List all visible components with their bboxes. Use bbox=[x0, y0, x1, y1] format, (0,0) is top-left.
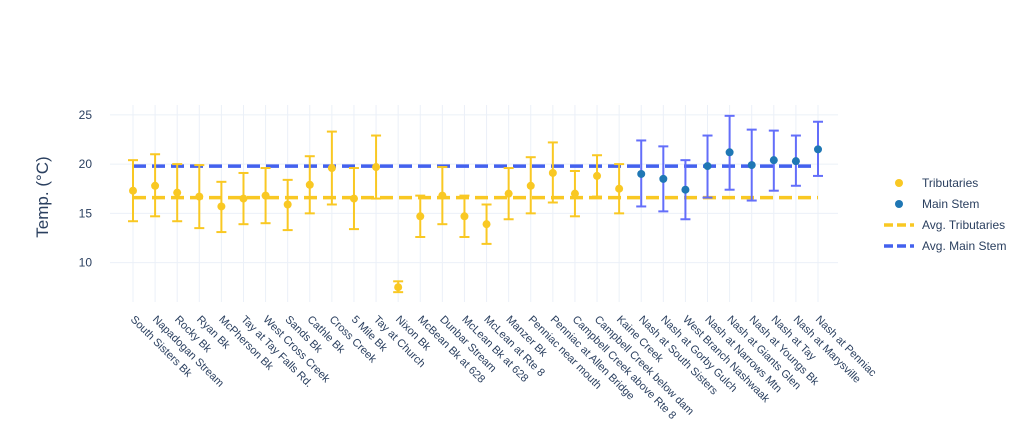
data-point[interactable] bbox=[593, 171, 602, 180]
legend-marker bbox=[895, 179, 903, 187]
data-point[interactable] bbox=[791, 157, 800, 166]
data-point[interactable] bbox=[217, 202, 226, 211]
legend-item-avg-main-stem[interactable]: Avg. Main Stem bbox=[884, 239, 1006, 253]
legend-item-main-stem[interactable]: Main Stem bbox=[895, 197, 979, 211]
data-point[interactable] bbox=[615, 184, 624, 193]
data-point[interactable] bbox=[747, 161, 756, 170]
data-point[interactable] bbox=[814, 145, 822, 154]
data-point[interactable] bbox=[769, 156, 778, 165]
data-point[interactable] bbox=[659, 174, 668, 183]
legend-item-avg-tributaries[interactable]: Avg. Tributaries bbox=[884, 218, 1005, 232]
legend-label: Avg. Tributaries bbox=[922, 218, 1005, 232]
series-tributaries bbox=[128, 130, 625, 294]
data-point[interactable] bbox=[394, 283, 403, 292]
data-point[interactable] bbox=[548, 168, 557, 177]
data-point[interactable] bbox=[504, 189, 513, 198]
data-point[interactable] bbox=[283, 200, 292, 209]
y-axis-title: Temp. (°C) bbox=[33, 156, 52, 237]
legend-marker bbox=[895, 200, 903, 208]
data-point[interactable] bbox=[173, 188, 182, 197]
series-main-stem bbox=[636, 114, 823, 221]
data-point[interactable] bbox=[438, 191, 447, 200]
data-point[interactable] bbox=[725, 148, 734, 157]
legend-item-tributaries[interactable]: Tributaries bbox=[895, 176, 978, 190]
legend-label: Avg. Main Stem bbox=[922, 239, 1006, 253]
y-tick-label: 20 bbox=[79, 157, 93, 171]
y-tick-label: 15 bbox=[79, 206, 93, 220]
reference-lines bbox=[133, 164, 818, 200]
series bbox=[128, 114, 823, 294]
data-point[interactable] bbox=[129, 186, 137, 195]
data-point[interactable] bbox=[703, 162, 712, 171]
data-point[interactable] bbox=[482, 220, 491, 229]
data-point[interactable] bbox=[681, 185, 690, 194]
y-tick-label: 10 bbox=[79, 256, 93, 270]
data-point[interactable] bbox=[460, 212, 469, 221]
data-point[interactable] bbox=[416, 212, 425, 221]
legend[interactable]: Tributaries Main Stem Avg. Tributaries Avg.… bbox=[884, 176, 1006, 253]
data-point[interactable] bbox=[327, 164, 336, 173]
y-axis-ticks: 10 15 20 25 bbox=[79, 108, 93, 270]
y-tick-label: 25 bbox=[79, 108, 93, 122]
data-point[interactable] bbox=[526, 181, 535, 190]
data-point[interactable] bbox=[151, 181, 160, 190]
data-point[interactable] bbox=[261, 191, 270, 200]
data-point[interactable] bbox=[349, 194, 358, 203]
data-point[interactable] bbox=[305, 180, 314, 189]
legend-label: Main Stem bbox=[922, 197, 979, 211]
legend-label: Tributaries bbox=[922, 176, 978, 190]
data-point[interactable] bbox=[637, 169, 646, 178]
data-point[interactable] bbox=[570, 189, 579, 198]
data-point[interactable] bbox=[239, 194, 248, 203]
data-point[interactable] bbox=[195, 192, 204, 201]
data-point[interactable] bbox=[372, 163, 381, 172]
